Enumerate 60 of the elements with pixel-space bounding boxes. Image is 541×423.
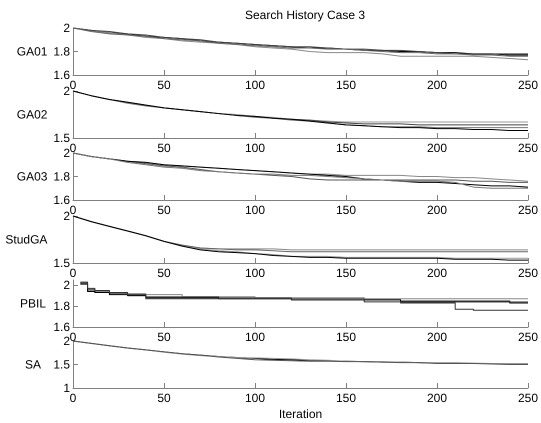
y-axis-title: StudGA	[5, 232, 48, 246]
x-tick-label: 0	[70, 391, 77, 405]
x-tick-label: 200	[426, 78, 448, 92]
y-axis-title: PBIL	[20, 296, 46, 310]
x-tick-label: 0	[70, 330, 77, 344]
x-tick-label: 50	[157, 141, 171, 155]
x-tick-label: 0	[70, 141, 77, 155]
y-axis-title: GA03	[16, 170, 48, 184]
x-tick-label: 100	[244, 391, 266, 405]
y-tick-label: 1.5	[53, 131, 70, 145]
x-tick-label: 250	[518, 203, 538, 217]
x-tick-label: 50	[157, 203, 171, 217]
y-tick-label: 1.5	[53, 256, 70, 270]
x-tick-label: 150	[336, 78, 356, 92]
x-tick-label: 0	[70, 78, 77, 92]
x-tick-label: 150	[336, 330, 356, 344]
x-tick-label: 100	[244, 266, 266, 280]
y-tick-label: 2	[63, 334, 70, 348]
x-tick-label: 200	[426, 141, 448, 155]
x-tick-label: 250	[518, 78, 538, 92]
x-tick-label: 100	[244, 141, 266, 155]
x-tick-label: 200	[426, 266, 448, 280]
y-axis-title: GA01	[16, 44, 48, 58]
y-axis-title: GA02	[16, 108, 48, 122]
x-tick-label: 250	[518, 330, 538, 344]
y-tick-label: 2	[63, 21, 70, 35]
x-tick-label: 200	[426, 330, 448, 344]
x-tick-label: 250	[518, 266, 538, 280]
y-tick-label: 1.5	[53, 358, 70, 372]
x-tick-label: 150	[336, 203, 356, 217]
x-tick-label: 50	[157, 266, 171, 280]
y-tick-label: 1.6	[53, 68, 70, 82]
x-tick-label: 50	[157, 391, 171, 405]
y-tick-label: 1	[63, 381, 70, 395]
x-tick-label: 150	[336, 141, 356, 155]
x-tick-label: 100	[244, 330, 266, 344]
x-tick-label: 250	[518, 141, 538, 155]
x-tick-label: 50	[157, 330, 171, 344]
x-tick-label: 50	[157, 78, 171, 92]
y-tick-label: 1.6	[53, 193, 70, 207]
y-tick-label: 2	[63, 278, 70, 292]
x-tick-label: 150	[336, 266, 356, 280]
x-tick-label: 200	[426, 391, 448, 405]
x-tick-label: 200	[426, 203, 448, 217]
x-tick-label: 250	[518, 391, 538, 405]
x-tick-label: 100	[244, 203, 266, 217]
y-tick-label: 2	[63, 209, 70, 223]
y-tick-label: 1.8	[53, 170, 70, 184]
y-tick-label: 1.8	[53, 44, 70, 58]
y-axis-title: SA	[24, 358, 42, 372]
y-tick-label: 2	[63, 84, 70, 98]
y-tick-label: 1.6	[53, 320, 70, 334]
x-tick-label: 0	[70, 203, 77, 217]
y-tick-label: 2	[63, 146, 70, 160]
y-tick-label: 1.8	[53, 299, 70, 314]
x-axis-title: Iteration	[278, 407, 322, 421]
chart-title: Search History Case 3	[244, 8, 366, 22]
x-tick-label: 0	[70, 266, 77, 280]
x-tick-label: 100	[244, 78, 266, 92]
x-tick-label: 150	[336, 391, 356, 405]
